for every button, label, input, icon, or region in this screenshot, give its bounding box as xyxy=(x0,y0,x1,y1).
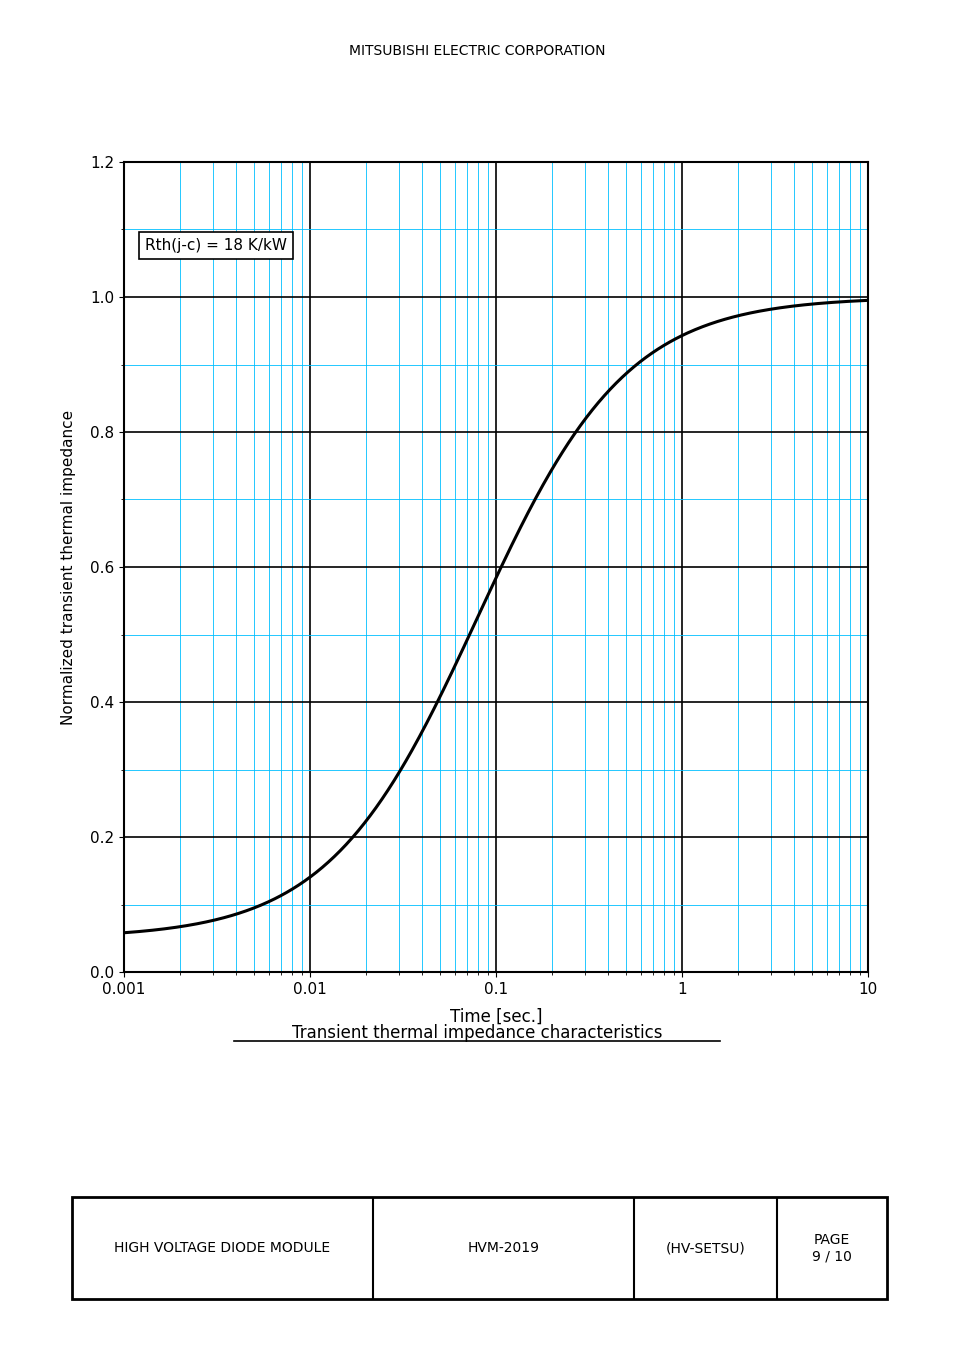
Text: MITSUBISHI ELECTRIC CORPORATION: MITSUBISHI ELECTRIC CORPORATION xyxy=(349,45,604,58)
Text: PAGE
9 / 10: PAGE 9 / 10 xyxy=(811,1233,851,1264)
X-axis label: Time [sec.]: Time [sec.] xyxy=(450,1008,541,1026)
Text: Rth(j-c) = 18 K/kW: Rth(j-c) = 18 K/kW xyxy=(145,238,287,252)
Text: HVM-2019: HVM-2019 xyxy=(467,1241,539,1256)
Y-axis label: Normalized transient thermal impedance: Normalized transient thermal impedance xyxy=(61,409,76,725)
Text: HIGH VOLTAGE DIODE MODULE: HIGH VOLTAGE DIODE MODULE xyxy=(114,1241,330,1256)
Text: (HV-SETSU): (HV-SETSU) xyxy=(665,1241,745,1256)
Text: Transient thermal impedance characteristics: Transient thermal impedance characterist… xyxy=(292,1023,661,1042)
